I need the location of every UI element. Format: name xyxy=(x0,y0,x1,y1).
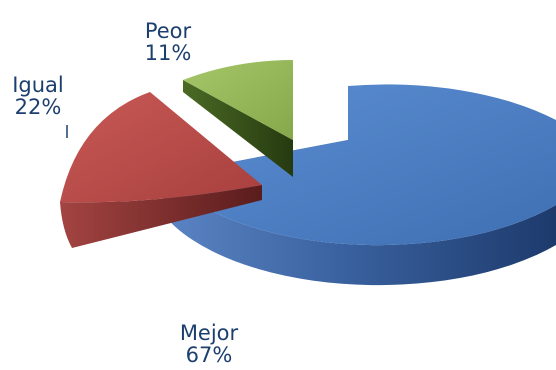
slice-label-igual-percent: 22% xyxy=(14,95,62,119)
slice-label-peor-percent: 11% xyxy=(144,41,192,65)
pie-slice-mejor-side xyxy=(164,175,556,286)
slice-label-mejor-percent: 67% xyxy=(185,343,233,367)
slice-label-igual: Igual 22% xyxy=(0,74,76,118)
pie-slice-peor-side xyxy=(183,80,293,177)
slice-label-peor-name: Peor xyxy=(144,19,192,43)
pie-slice-peor xyxy=(183,60,293,177)
pie-slice-mejor-top xyxy=(164,84,556,246)
pie-slice-igual-side xyxy=(60,185,262,248)
slice-label-mejor: Mejor 67% xyxy=(154,322,264,366)
slice-label-igual-name: Igual xyxy=(12,73,64,97)
slice-label-peor: Peor 11% xyxy=(118,20,218,64)
slice-label-mejor-name: Mejor xyxy=(179,321,239,345)
pie-slice-igual-top xyxy=(60,92,262,203)
pie-slice-peor-top xyxy=(183,60,293,140)
pie-slice-igual xyxy=(60,92,262,248)
